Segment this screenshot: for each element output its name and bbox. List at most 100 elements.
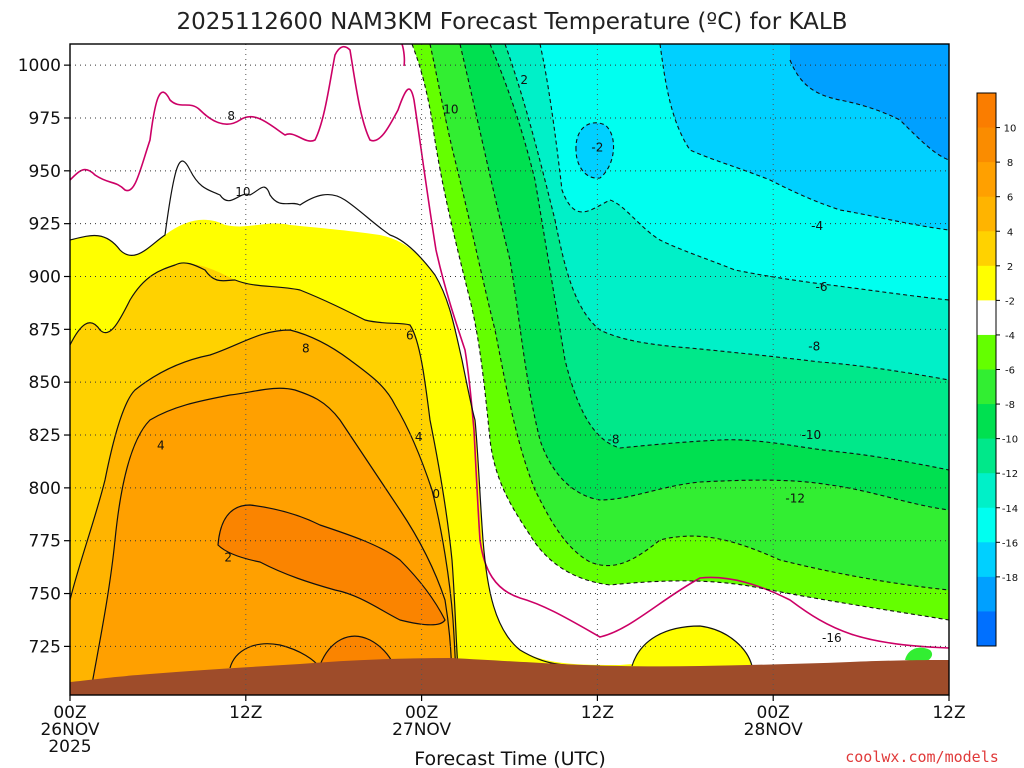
y-tick-label: 800 (29, 479, 61, 499)
colorbar-bin (977, 265, 996, 301)
colorbar-bin (977, 334, 996, 370)
colorbar-tick-label: -8 (1005, 400, 1015, 411)
plot-frame (69, 43, 950, 696)
colorbar-tick-label: 4 (1007, 227, 1013, 238)
colorbar-bin (977, 231, 996, 267)
chart-title: 2025112600 NAM3KM Forecast Temperature (… (176, 9, 847, 35)
x-tick-label: 28NOV (744, 720, 803, 740)
x-tick-label: 2025 (48, 737, 91, 757)
y-tick-label: 925 (29, 215, 61, 235)
fill-plus10 (218, 505, 445, 625)
colorbar-tick-label: -18 (1002, 573, 1018, 584)
contour-minus2 (411, 44, 949, 621)
colorbar-bin (977, 542, 996, 578)
y-tick-label: 1000 (18, 56, 61, 76)
y-tick-label: 900 (29, 268, 61, 288)
y-tick-label: 875 (29, 320, 61, 340)
contour-minus10 (504, 44, 949, 381)
colorbar-bin (977, 404, 996, 440)
x-tick-label: 27NOV (392, 720, 451, 740)
contour-label: 2 (224, 551, 232, 565)
contour-label: 8 (302, 341, 310, 355)
gridlines (70, 44, 949, 695)
contour-plus2-bump (631, 625, 753, 667)
colorbar-tick-label: -2 (1005, 296, 1015, 307)
contour-label: 2 (520, 73, 528, 87)
contour-label: -16 (822, 631, 842, 645)
colorbar-tick-label: -4 (1005, 331, 1015, 342)
colorbar-tick-label: 2 (1007, 262, 1013, 273)
fill-plus8-low (230, 643, 320, 668)
colorbar-bin (977, 611, 996, 647)
contour-minus16 (789, 59, 949, 161)
colorbar-tick-label: -14 (1002, 504, 1018, 515)
x-tick-label: 00Z (53, 703, 86, 723)
colorbar-tick-label: 10 (1004, 124, 1017, 135)
contour-plus2 (70, 160, 601, 667)
contour-label: -12 (785, 491, 805, 505)
colorbar-bin (977, 300, 996, 336)
contour-plus4 (70, 262, 459, 671)
contour-label: 6 (406, 329, 414, 343)
colorbar-bin (977, 196, 996, 232)
contour-label: 8 (227, 109, 235, 123)
y-tick-label: 775 (29, 532, 61, 552)
contour-label: -10 (801, 428, 821, 442)
x-tick-label: 26NOV (40, 720, 99, 740)
colorbar-tick-label: 8 (1007, 158, 1013, 169)
contour-plus8-low (229, 643, 321, 669)
colorbar-tick-label: -12 (1002, 469, 1018, 480)
contour-plus10 (217, 504, 446, 626)
contour-label: 0 (432, 487, 440, 501)
colorbar-bin (977, 576, 996, 612)
y-axis: 725 750 775 800 825 850 875 900 925 950 975 1000 (18, 56, 70, 657)
colorbar-bin (977, 438, 996, 474)
colorbar-bin (977, 93, 996, 129)
y-tick-label: 825 (29, 426, 61, 446)
contour-label: 10 (443, 103, 458, 117)
fill-minus16 (790, 44, 949, 160)
colorbar-tick-label: -10 (1002, 435, 1018, 446)
fill-minus4-blob (905, 647, 933, 662)
y-tick-label: 750 (29, 585, 61, 605)
contour-label: 10 (235, 185, 250, 199)
fill-minus14-cell (575, 122, 614, 179)
contour-label: -8 (608, 432, 620, 446)
y-tick-label: 850 (29, 373, 61, 393)
contour-labels: 2 4 0 4 8 6 10 8 10 2 -2 -4 -6 -8 -8 -10 -12 -16 (157, 73, 842, 645)
credit-link[interactable]: coolwx.com/models (845, 748, 999, 766)
colorbar-bin (977, 507, 996, 543)
contour-label: -4 (811, 219, 823, 233)
x-tick-label: 12Z (932, 703, 965, 723)
contour-minus4 (429, 44, 949, 591)
contour-plus6 (70, 329, 457, 691)
x-tick-label: 00Z (757, 703, 790, 723)
x-axis-label: Forecast Time (UTC) (414, 748, 605, 768)
colorbar-bin (977, 127, 996, 163)
contour-minus6 (459, 44, 949, 511)
contour-label: 4 (157, 439, 165, 453)
contour-minus14 (659, 44, 949, 231)
contour-zero-upper (401, 44, 406, 67)
x-tick-label: 00Z (405, 703, 438, 723)
colorbar-tick-label: 6 (1007, 193, 1013, 204)
colorbar-bin (977, 162, 996, 198)
contour-label: 4 (415, 430, 423, 444)
colorbar-tick-label: -16 (1002, 538, 1018, 549)
contour-label: -6 (816, 280, 828, 294)
fill-plus2-bump (632, 626, 752, 666)
colorbar-bin (977, 369, 996, 405)
plot-area (70, 44, 949, 695)
x-tick-label: 12Z (229, 703, 262, 723)
ground-fill (70, 658, 949, 695)
contour-minus8 (489, 44, 949, 471)
y-tick-label: 950 (29, 162, 61, 182)
colorbar: 10 8 6 4 2 -2 -4 -6 -8 -10 -12 -14 -16 -18 (976, 92, 1018, 647)
contour-label: -8 (808, 339, 820, 353)
colorbar-bin (977, 473, 996, 509)
y-tick-label: 725 (29, 637, 61, 657)
contour-plus8 (89, 387, 453, 695)
contour-label: -2 (591, 141, 603, 155)
